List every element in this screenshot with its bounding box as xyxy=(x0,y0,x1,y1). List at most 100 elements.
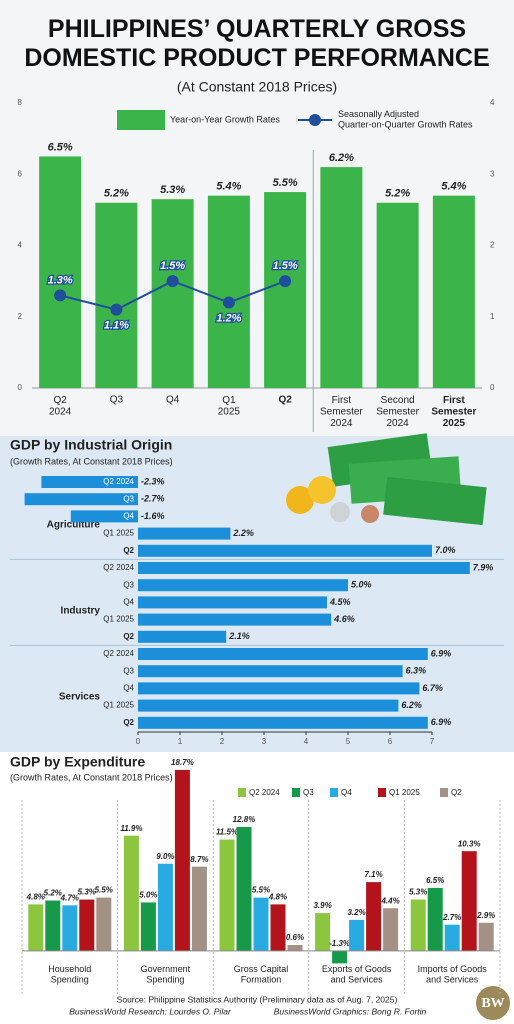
bar-value-label: 5.4% xyxy=(441,181,466,193)
money-illustration xyxy=(286,433,487,526)
category-label: Q2 xyxy=(123,632,134,641)
y2-tick-label: 0 xyxy=(490,383,495,392)
chart-title: GDP by Industrial Origin xyxy=(10,437,172,453)
bar xyxy=(157,863,173,951)
legend-marker xyxy=(309,114,321,126)
bar-value-label: 7.9% xyxy=(473,562,494,572)
category-label: Q2 xyxy=(123,546,134,555)
y2-tick-label: 4 xyxy=(490,98,495,107)
bar xyxy=(478,922,494,951)
bar xyxy=(151,199,194,388)
line-point xyxy=(110,303,123,316)
group-label: Industry xyxy=(61,606,101,617)
bar xyxy=(383,908,399,951)
legend-swatch xyxy=(292,788,300,797)
bar xyxy=(138,648,428,660)
bar-value-label: 7.0% xyxy=(435,545,456,555)
bar xyxy=(79,899,95,951)
bar-value-label: 4.4% xyxy=(380,896,399,905)
bar-value-label: 6.9% xyxy=(431,648,452,658)
legend-label: Seasonally Adjusted Quarter-on-Quarter Gr… xyxy=(338,109,473,129)
bar-value-label: 11.5% xyxy=(216,828,238,837)
bar-value-label: 6.7% xyxy=(422,683,443,693)
top-background xyxy=(0,0,514,436)
chart-subtitle: (Growth Rates, At Constant 2018 Prices) xyxy=(10,772,173,782)
legend-swatch xyxy=(440,788,448,797)
bar xyxy=(140,902,156,951)
x-tick-label: First Semester 2025 xyxy=(431,395,476,429)
x-tick-label: Imports of Goods and Services xyxy=(418,964,488,984)
bar-value-label: 3.2% xyxy=(347,908,365,917)
bar xyxy=(138,544,432,557)
chart-title: PHILIPPINES’ QUARTERLY GROSS DOMESTIC PRO… xyxy=(24,15,489,72)
bar xyxy=(138,665,403,678)
bar xyxy=(366,882,382,951)
bar-value-label: 18.7% xyxy=(171,758,194,767)
bar xyxy=(427,887,443,951)
bar-value-label: -2.7% xyxy=(141,494,165,504)
x-tick-label: 3 xyxy=(262,737,267,746)
bar xyxy=(253,897,269,951)
bar-value-label: 2.7% xyxy=(442,913,461,922)
x-tick-label: Q4 xyxy=(166,395,180,406)
y-tick-label: 6 xyxy=(18,169,23,178)
x-tick-label: 6 xyxy=(388,737,393,746)
category-label: Q1 2025 xyxy=(103,615,134,624)
category-label: Q4 xyxy=(123,512,134,521)
bar xyxy=(138,527,231,540)
legend-label: Q4 xyxy=(341,788,352,797)
bar-value-label: 6.5% xyxy=(426,876,444,885)
bar xyxy=(24,493,139,506)
group-label: Services xyxy=(59,692,101,703)
bar xyxy=(264,192,307,388)
bar-value-label: 5.3% xyxy=(409,888,427,897)
bar xyxy=(70,510,138,523)
y2-tick-label: 1 xyxy=(490,312,495,321)
bar xyxy=(123,835,139,951)
coin xyxy=(330,502,350,522)
legend-label: Q2 2024 xyxy=(249,788,280,797)
bar-value-label: 6.9% xyxy=(431,717,452,727)
line-value-label: 1.5% xyxy=(160,260,185,272)
y-tick-label: 4 xyxy=(18,241,23,250)
legend-swatch xyxy=(330,788,338,797)
bar-value-label: -2.3% xyxy=(141,476,165,486)
bar xyxy=(138,630,227,643)
bar xyxy=(207,195,250,388)
x-tick-label: Q2 xyxy=(278,395,292,406)
x-tick-label: Government Spending xyxy=(141,964,191,984)
chart-subtitle: (At Constant 2018 Prices) xyxy=(177,79,337,95)
x-tick-label: First Semester 2024 xyxy=(320,395,363,429)
x-tick-label: Q3 xyxy=(110,395,124,406)
bar xyxy=(39,156,82,388)
bar xyxy=(28,904,44,951)
bar-value-label: 7.1% xyxy=(364,870,382,879)
category-label: Q4 xyxy=(123,684,134,693)
line-value-label: 1.3% xyxy=(48,274,73,286)
legend-label: Q3 xyxy=(303,788,314,797)
category-label: Q2 2024 xyxy=(103,649,134,658)
line-value-label: 1.1% xyxy=(104,320,129,332)
credit: BusinessWorld Research: Lourdes O. Pilar xyxy=(69,1006,232,1016)
bar-value-label: 5.2% xyxy=(44,889,62,898)
source: Source: Philippine Statistics Authority … xyxy=(117,994,398,1004)
bar xyxy=(349,919,365,951)
bar-value-label: 5.3% xyxy=(78,888,96,897)
category-label: Q2 2024 xyxy=(103,477,134,486)
bar xyxy=(191,866,207,951)
x-tick-label: Household Spending xyxy=(48,964,91,984)
bar-value-label: 6.2% xyxy=(329,152,354,164)
bar xyxy=(444,924,460,951)
bar xyxy=(41,476,138,488)
bar xyxy=(320,167,363,388)
bar xyxy=(138,596,327,609)
bar-value-label: 2.1% xyxy=(228,631,250,641)
legend-swatch xyxy=(378,788,386,797)
bar-value-label: 3.9% xyxy=(313,901,331,910)
bar-value-label: 5.0% xyxy=(139,891,157,900)
bar-value-label: 5.3% xyxy=(160,184,185,196)
chart-subtitle: (Growth Rates, At Constant 2018 Prices) xyxy=(10,456,173,466)
y-tick-label: 0 xyxy=(18,383,23,392)
category-label: Q3 xyxy=(123,580,134,589)
